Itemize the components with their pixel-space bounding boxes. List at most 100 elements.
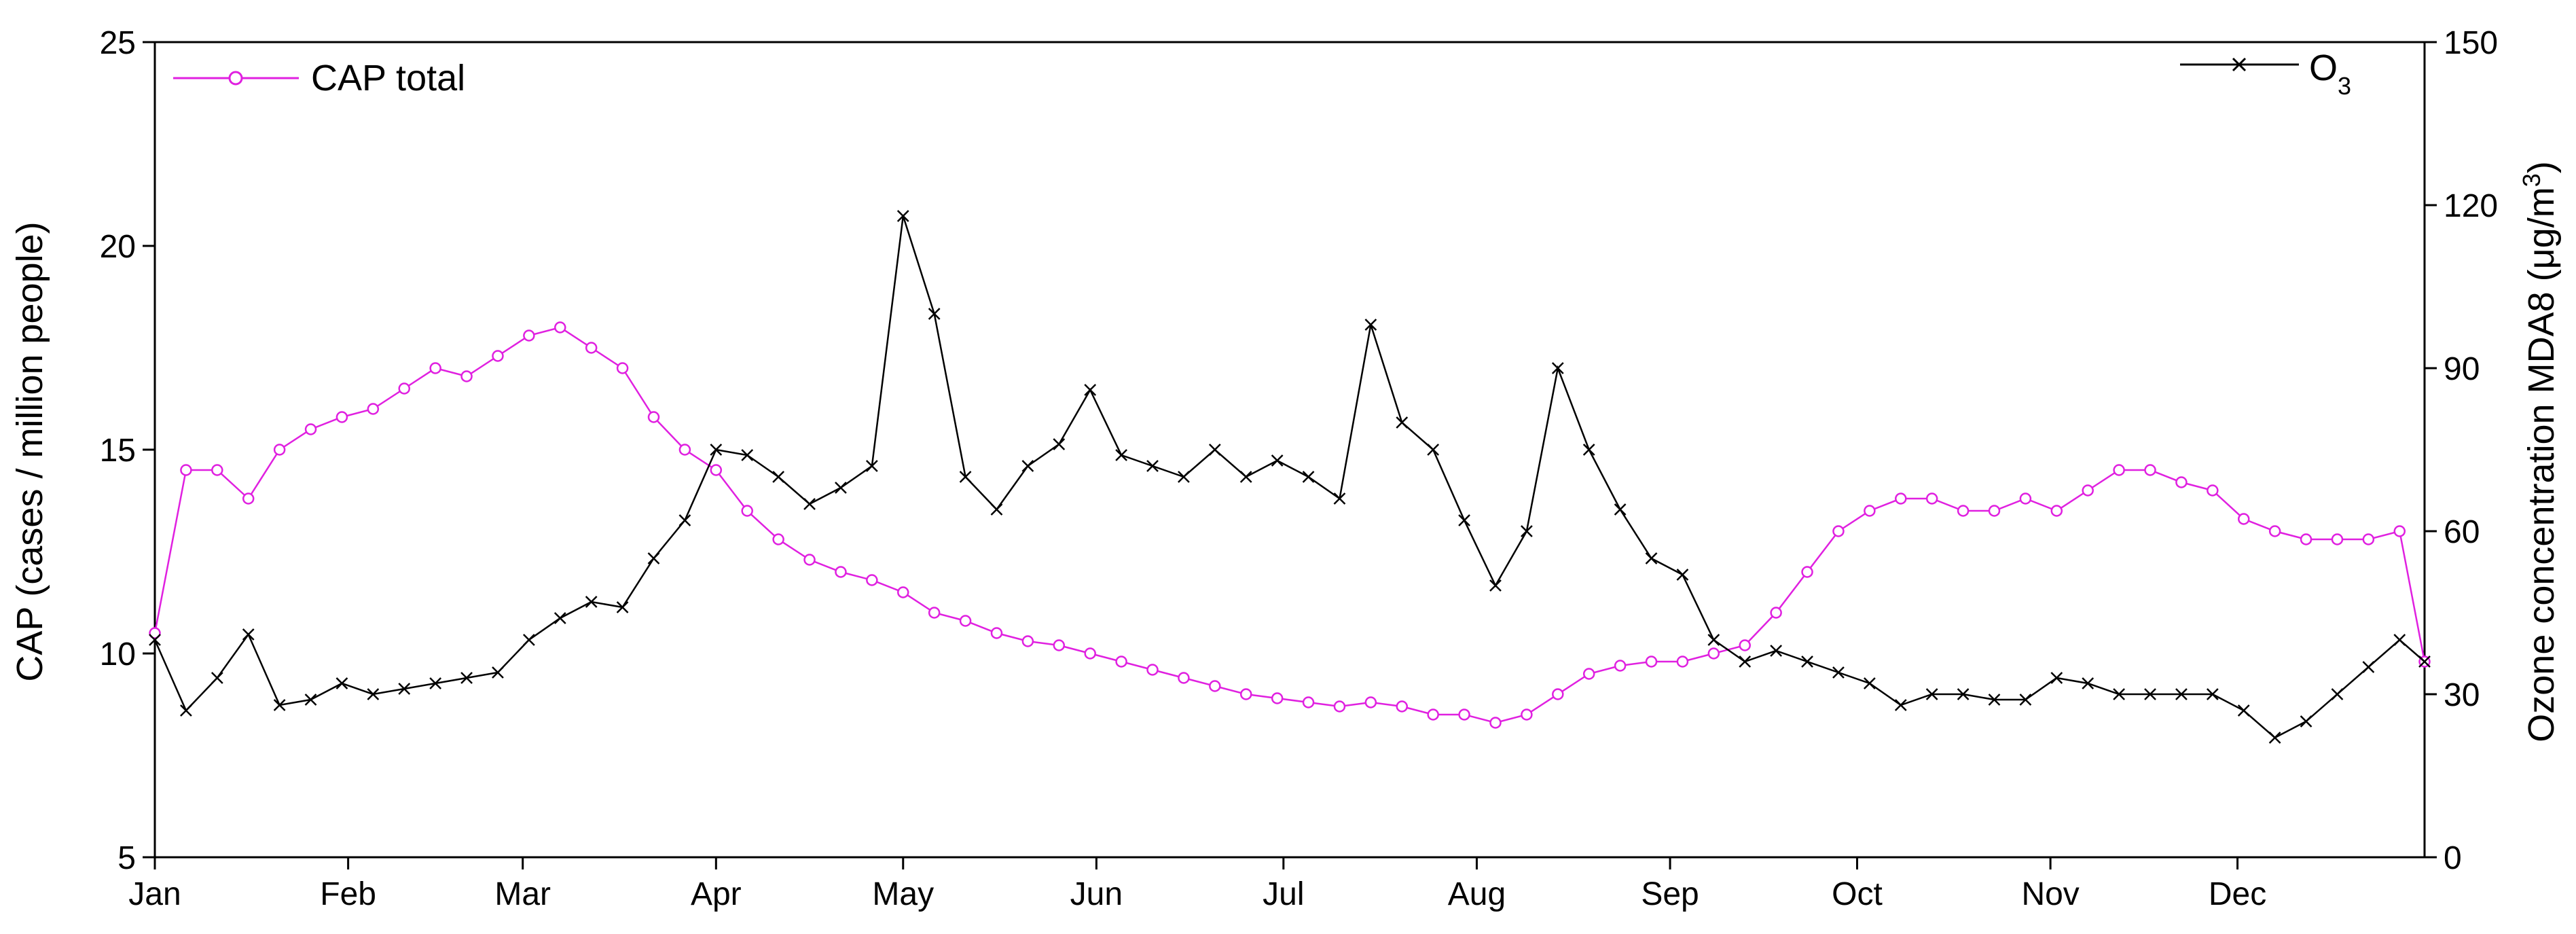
data-point: [398, 382, 411, 395]
data-point: [2237, 704, 2250, 717]
data-point: [1115, 655, 1127, 668]
data-point: [1645, 552, 1658, 564]
data-point: [959, 471, 972, 483]
data-point: [1894, 699, 1907, 711]
data-point: [1521, 525, 1533, 537]
data-point: [2175, 688, 2188, 700]
x-tick-label: Mar: [494, 876, 551, 912]
data-point: [616, 601, 629, 613]
data-point: [928, 607, 941, 619]
data-point: [1364, 696, 1377, 708]
data-point: [211, 464, 223, 476]
data-point: [273, 444, 286, 456]
data-point: [554, 612, 566, 624]
series-cap-total: [149, 321, 2431, 729]
data-point: [149, 634, 161, 646]
data-point: [1396, 700, 1409, 713]
data-point: [896, 210, 909, 222]
data-point: [1988, 505, 2001, 517]
data-point: [2331, 688, 2344, 700]
data-point: [1801, 655, 1813, 668]
data-point: [2113, 688, 2126, 700]
data-point: [1021, 460, 1034, 472]
x-tick-label: Aug: [1448, 876, 1506, 912]
data-point: [803, 498, 816, 510]
data-point: [2300, 533, 2312, 545]
right-axis-title-end: ): [2521, 161, 2562, 173]
data-point: [2268, 525, 2281, 537]
right-tick-label: 30: [2444, 677, 2480, 713]
data-point: [678, 514, 691, 526]
data-point: [1302, 696, 1315, 708]
data-point: [1582, 668, 1595, 680]
data-point: [2207, 484, 2219, 497]
data-point: [616, 362, 629, 374]
series-line: [153, 326, 2426, 724]
data-point: [990, 503, 1003, 516]
x-tick-label: Oct: [1832, 876, 1883, 912]
data-point: [335, 677, 348, 689]
data-point: [710, 464, 723, 476]
data-point: [429, 362, 441, 374]
data-point: [2082, 677, 2094, 689]
data-point: [1707, 647, 1720, 660]
right-tick-label: 150: [2444, 25, 2498, 61]
data-point: [647, 552, 660, 564]
data-point: [1333, 492, 1346, 505]
data-point: [2393, 634, 2406, 646]
data-point: [2144, 464, 2156, 476]
data-point: [367, 688, 380, 700]
data-point: [1770, 645, 1783, 657]
x-tick-label: Feb: [320, 876, 376, 912]
data-point: [1084, 384, 1097, 396]
data-point: [585, 596, 598, 608]
right-tick-label: 60: [2444, 514, 2480, 550]
data-point: [2331, 533, 2344, 545]
data-point: [492, 666, 504, 679]
legend-cap-marker: [228, 71, 243, 86]
legend-ozone-label-sub: 3: [2338, 72, 2351, 100]
data-point: [1271, 454, 1284, 467]
data-point: [990, 627, 1003, 639]
data-point: [959, 615, 972, 627]
data-point: [1396, 416, 1409, 429]
legend-ozone-label: O3: [2309, 48, 2351, 100]
left-tick-label: 20: [100, 229, 136, 265]
legend-ozone-marker: [2232, 57, 2247, 72]
left-axis-title: CAP (cases / million people): [10, 221, 50, 681]
data-point: [1084, 647, 1096, 660]
data-point: [1676, 569, 1689, 581]
data-point: [149, 627, 161, 639]
data-point: [2362, 661, 2375, 673]
data-point: [2019, 492, 2032, 505]
data-point: [180, 704, 192, 717]
legend-ozone-label-main: O: [2309, 48, 2338, 88]
right-axis-title-main: Ozone concentration MDA8 (μg/m: [2521, 187, 2562, 742]
data-point: [523, 329, 535, 342]
x-tick-label: Jul: [1263, 876, 1304, 912]
data-point: [1458, 708, 1470, 721]
data-point: [554, 321, 566, 334]
data-point: [678, 444, 691, 456]
data-point: [585, 342, 598, 354]
data-point: [1115, 449, 1127, 461]
data-point: [2113, 464, 2125, 476]
data-point: [772, 471, 785, 483]
data-point: [2050, 505, 2063, 517]
data-point: [1988, 694, 2001, 706]
data-point: [2237, 513, 2250, 525]
data-point: [1489, 579, 1502, 592]
data-point: [1770, 607, 1782, 619]
data-point: [2144, 688, 2156, 700]
plot-border: [153, 41, 2426, 859]
data-point: [367, 403, 380, 415]
right-tick-label: 120: [2444, 188, 2498, 224]
data-point: [1739, 655, 1752, 668]
x-tick-label: Sep: [1641, 876, 1699, 912]
data-point: [1239, 688, 1252, 700]
data-point: [1178, 471, 1190, 483]
data-point: [398, 683, 411, 695]
left-tick-label: 25: [100, 25, 136, 61]
data-point: [1925, 688, 1938, 700]
data-point: [865, 460, 878, 472]
